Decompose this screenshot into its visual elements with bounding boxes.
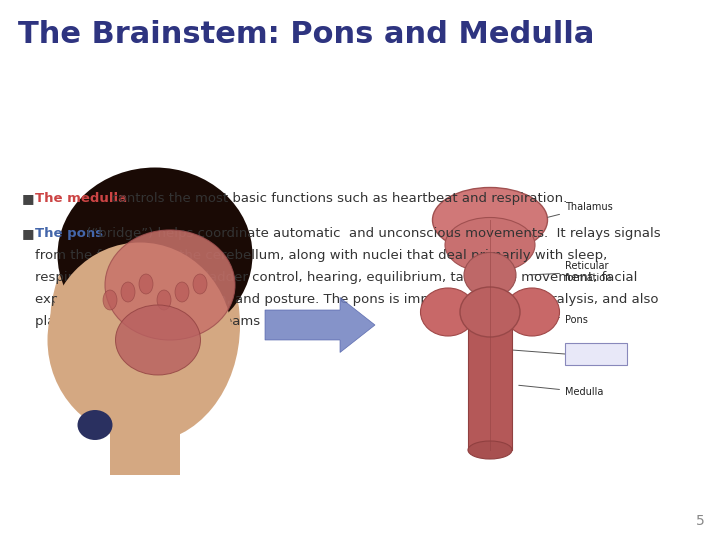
Ellipse shape bbox=[48, 242, 233, 437]
Ellipse shape bbox=[115, 305, 200, 375]
Ellipse shape bbox=[78, 410, 112, 440]
Text: controls the most basic functions such as heartbeat and respiration.: controls the most basic functions such a… bbox=[107, 192, 567, 205]
Ellipse shape bbox=[58, 167, 253, 342]
Text: Reticular
formation: Reticular formation bbox=[531, 261, 613, 283]
Ellipse shape bbox=[468, 441, 512, 459]
Text: ■: ■ bbox=[22, 227, 35, 240]
Ellipse shape bbox=[193, 274, 207, 294]
Ellipse shape bbox=[468, 311, 512, 329]
Text: The medulla: The medulla bbox=[35, 192, 127, 205]
Ellipse shape bbox=[460, 287, 520, 337]
Ellipse shape bbox=[464, 253, 516, 298]
Text: (“bridge”) helps coordinate automatic  and unconscious movements.  It relays sig: (“bridge”) helps coordinate automatic an… bbox=[82, 227, 661, 240]
Ellipse shape bbox=[157, 290, 171, 310]
Text: Pons: Pons bbox=[526, 313, 588, 325]
Ellipse shape bbox=[105, 230, 235, 340]
Text: ■: ■ bbox=[22, 192, 35, 205]
Text: Thalamus: Thalamus bbox=[548, 202, 613, 217]
Text: The Brainstem: Pons and Medulla: The Brainstem: Pons and Medulla bbox=[18, 20, 595, 49]
Ellipse shape bbox=[50, 207, 240, 442]
Text: Medulla: Medulla bbox=[519, 385, 603, 397]
Ellipse shape bbox=[103, 290, 117, 310]
Text: plays a role in generating dreams: plays a role in generating dreams bbox=[35, 315, 260, 328]
Ellipse shape bbox=[139, 274, 153, 294]
Bar bbox=[468, 320, 512, 450]
Bar bbox=[110, 405, 180, 475]
Text: respiration, swallowing, bladder control, hearing, equilibrium, taste, eye movem: respiration, swallowing, bladder control… bbox=[35, 271, 637, 284]
Bar bbox=[565, 343, 627, 365]
Text: 5: 5 bbox=[696, 514, 705, 528]
FancyArrow shape bbox=[265, 298, 375, 353]
Ellipse shape bbox=[420, 288, 475, 336]
Text: from the forebrain to the cerebellum, along with nuclei that deal primarily with: from the forebrain to the cerebellum, al… bbox=[35, 249, 607, 262]
Ellipse shape bbox=[433, 187, 547, 253]
Ellipse shape bbox=[445, 218, 535, 273]
Ellipse shape bbox=[121, 282, 135, 302]
Ellipse shape bbox=[505, 288, 559, 336]
Ellipse shape bbox=[175, 282, 189, 302]
Text: The pons: The pons bbox=[35, 227, 103, 240]
Text: expressions, facial sensation, and posture. The pons is implicated in sleep para: expressions, facial sensation, and postu… bbox=[35, 293, 659, 306]
Text: Brainstem: Brainstem bbox=[571, 349, 621, 359]
